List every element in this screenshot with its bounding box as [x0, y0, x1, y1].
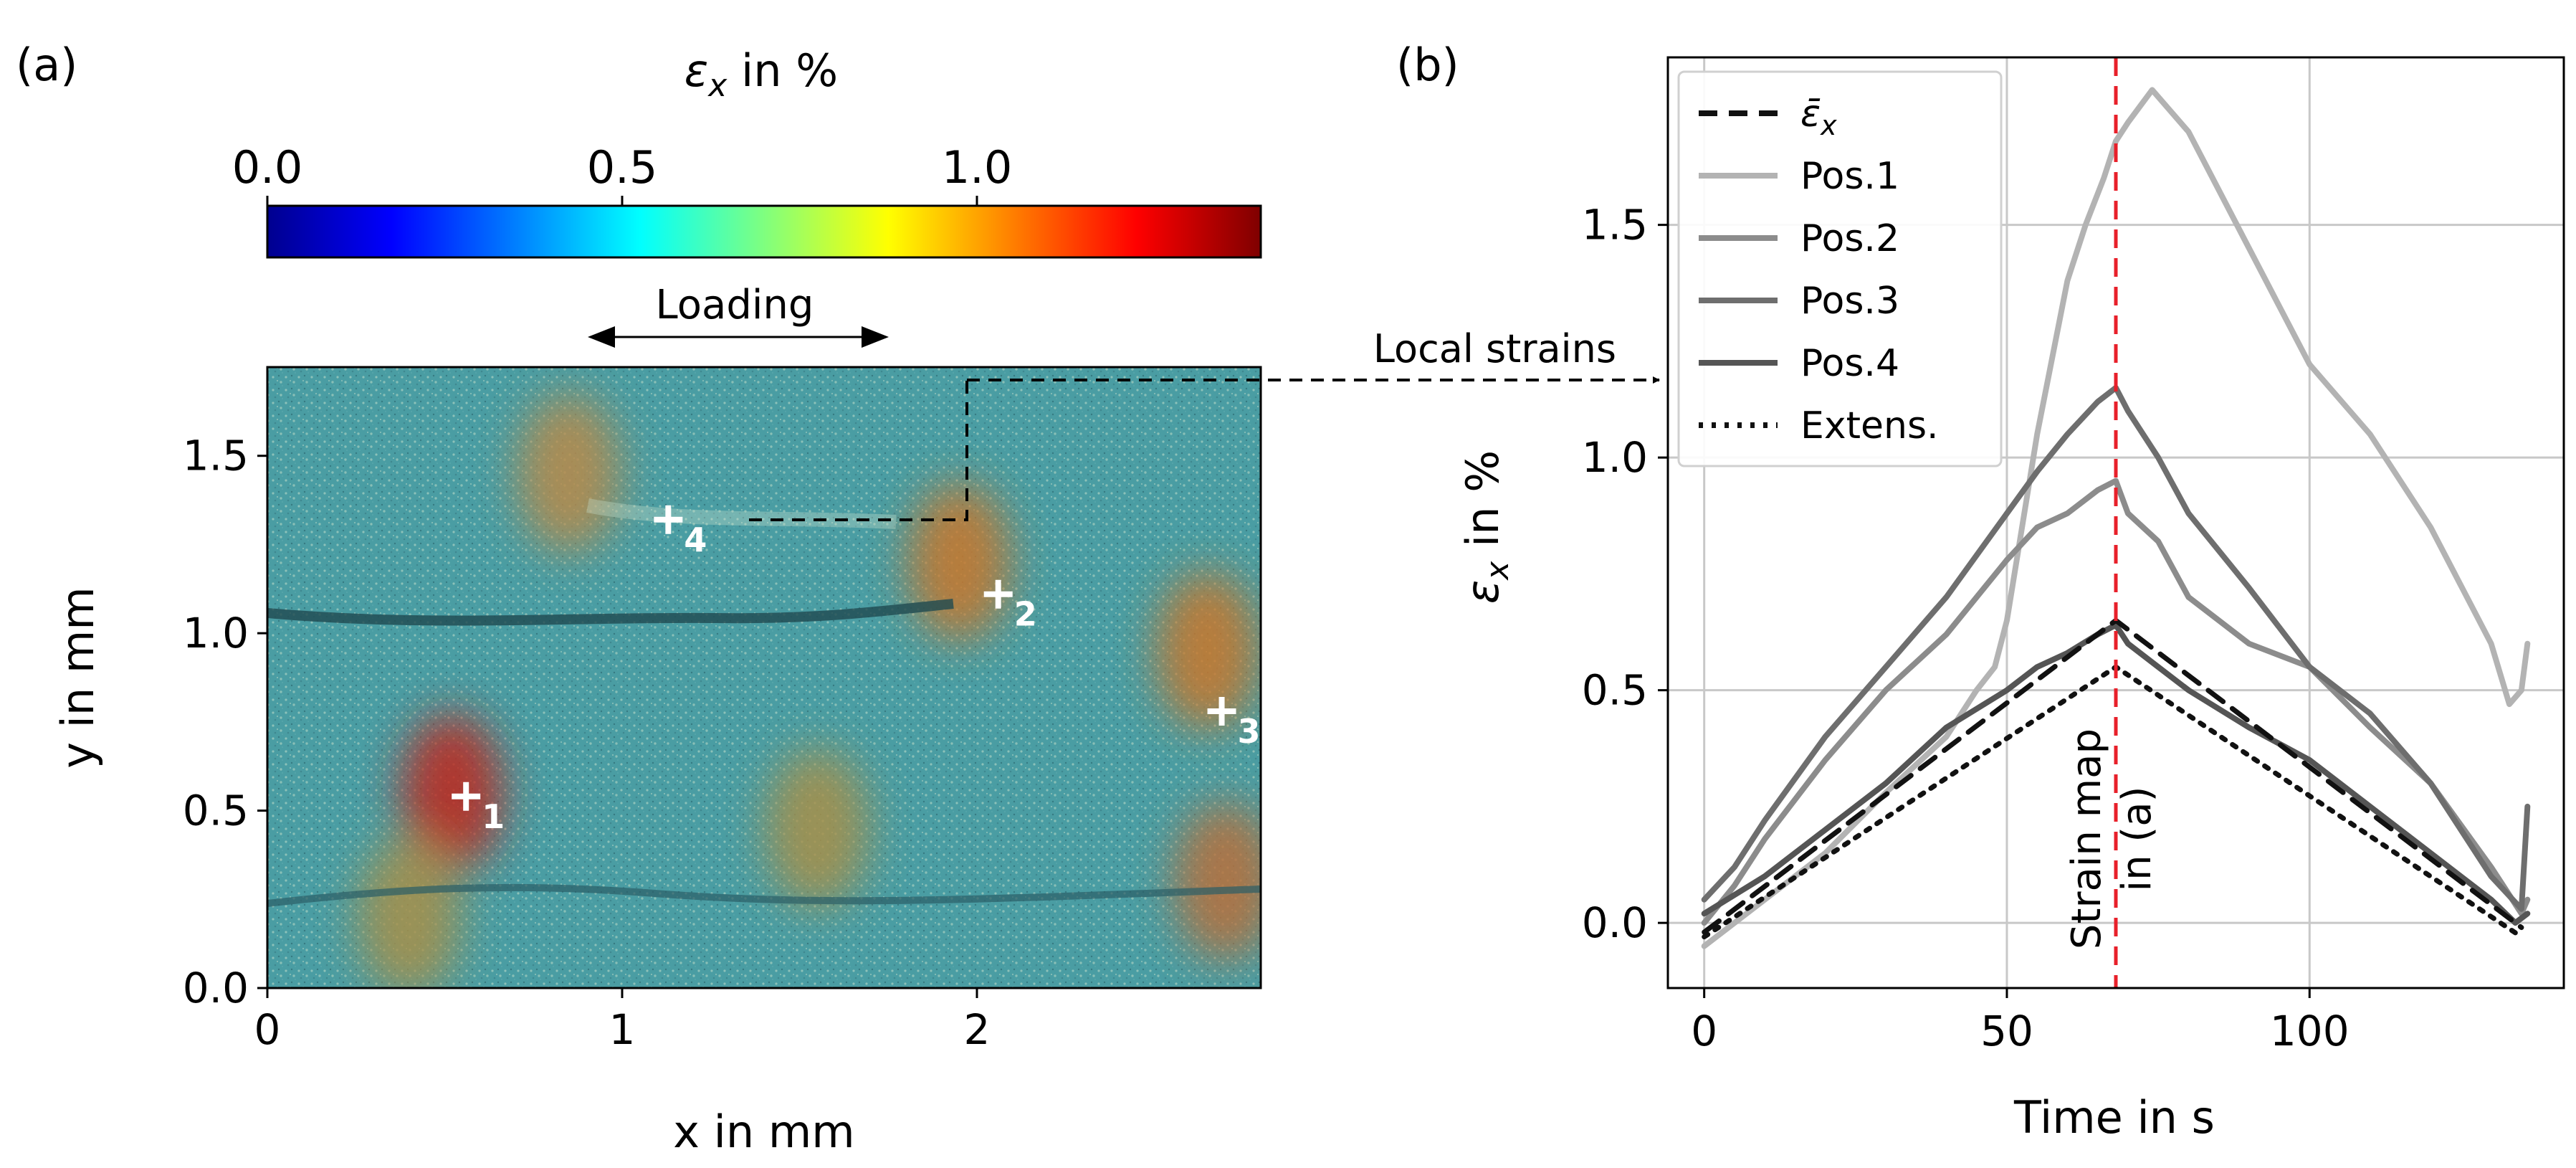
crack-line-upper — [267, 599, 954, 626]
colorbar-tick-label: 0.5 — [587, 141, 658, 194]
colorbar-title-symbol: ε — [684, 44, 709, 97]
series-line-1 — [1701, 478, 2531, 926]
colorbar — [266, 204, 1262, 259]
colorbar-title-rest: in % — [727, 44, 838, 97]
panel-a-x-tick-label: 1 — [609, 1005, 636, 1054]
panel-b-x-ticks: 0 50 100 — [1691, 988, 2350, 1055]
panel-a-y-tick-label: 0.5 — [183, 787, 249, 835]
legend-label-ext: Extens. — [1800, 404, 1939, 447]
strain-hot-spot — [359, 838, 459, 988]
panel-b-x-tick-label: 100 — [2270, 1007, 2350, 1055]
panel-b: (b) Strain map in (a) ε̄xPos.1Pos.2Pos.3P… — [1396, 39, 2565, 1144]
position-marker-label: 4 — [684, 521, 707, 559]
panel-a-y-ticks: 0.0 0.5 1.0 1.5 — [183, 432, 267, 1012]
position-marker-1: 1 — [452, 782, 505, 836]
panel-a-x-tick-label: 0 — [254, 1005, 281, 1054]
loading-arrow-head-left — [588, 326, 615, 348]
position-marker-label: 3 — [1238, 712, 1261, 751]
panel-a-y-label: y in mm — [52, 587, 104, 768]
annotation-text-line1: Strain map — [2064, 728, 2110, 949]
legend-label-pos1: Pos.1 — [1800, 155, 1899, 198]
crack-line-lower — [267, 883, 1261, 907]
panel-b-y-tick-label: 1.5 — [1582, 201, 1648, 250]
panel-b-y-tick-label: 1.0 — [1582, 433, 1648, 482]
legend-label-mean: ε̄x — [1800, 92, 1837, 141]
position-markers: 1 2 3 4 — [452, 505, 1261, 836]
panel-a: (a) εx in % 0.0 0.5 1.0 Loading — [16, 39, 1660, 1158]
panel-a-x-label: x in mm — [673, 1106, 854, 1158]
panel-a-y-tick-label: 0.0 — [183, 964, 249, 1012]
panel-b-x-label: Time in s — [2013, 1091, 2215, 1144]
colorbar-tick-label: 1.0 — [942, 141, 1013, 194]
panel-b-y-label-rest: in % — [1456, 450, 1509, 561]
panel-b-label: (b) — [1396, 39, 1459, 91]
panel-b-x-tick-label: 0 — [1691, 1007, 1717, 1055]
legend-symbol: ε̄ — [1800, 92, 1821, 136]
panel-a-x-ticks: 0 1 2 — [254, 988, 991, 1054]
fiber-band — [586, 498, 897, 529]
strain-map — [266, 366, 1262, 989]
colorbar-ticks: 0.0 0.5 1.0 — [232, 141, 1013, 206]
strain-hot-spot — [1175, 802, 1261, 961]
colorbar-title-sub: x — [707, 67, 728, 104]
panel-b-x-tick-label: 50 — [1980, 1007, 2033, 1055]
strain-hot-spot — [518, 394, 619, 553]
panel-b-y-tick-label: 0.5 — [1582, 666, 1648, 715]
position-marker-2: 2 — [983, 579, 1037, 634]
strain-hot-spot — [1157, 571, 1258, 730]
local-strains-label: Local strains — [1373, 326, 1616, 371]
panel-b-legend: ε̄x Pos.1 Pos.2 Pos.3 Pos.4 Extens. — [1677, 70, 2003, 467]
loading-arrow-head-right — [862, 326, 889, 348]
strain-hot-spot — [767, 749, 868, 908]
panel-b-y-label-sub: x — [1479, 561, 1516, 581]
series-line-0 — [1701, 87, 2531, 949]
annotation-text-line2: in (a) — [2114, 787, 2160, 892]
legend-label-pos2: Pos.2 — [1800, 217, 1899, 260]
legend-frame — [1677, 70, 2003, 467]
panel-b-y-ticks: 0.0 0.5 1.0 1.5 — [1582, 201, 1668, 947]
colorbar-tick-label: 0.0 — [232, 141, 303, 194]
position-marker-4: 4 — [654, 505, 707, 559]
legend-label-pos3: Pos.3 — [1800, 280, 1899, 323]
panel-a-y-tick-label: 1.5 — [183, 432, 249, 480]
loading-label: Loading — [656, 282, 814, 328]
panel-a-x-tick-label: 2 — [964, 1005, 991, 1054]
position-marker-3: 3 — [1207, 697, 1261, 751]
colorbar-title: εx in % — [684, 44, 838, 104]
local-strains-region — [749, 380, 968, 521]
series-line-3 — [1701, 622, 2531, 926]
panel-b-y-tick-label: 0.0 — [1582, 898, 1648, 947]
panel-b-y-label: εx in % — [1456, 450, 1516, 604]
position-marker-label: 2 — [1014, 595, 1037, 634]
panel-b-y-label-symbol: ε — [1456, 580, 1509, 604]
panel-a-label: (a) — [16, 39, 77, 91]
legend-symbol-sub: x — [1820, 110, 1837, 141]
position-marker-label: 1 — [482, 797, 505, 836]
strain-map-annotation: Strain map in (a) — [2064, 728, 2160, 949]
panel-a-y-tick-label: 1.0 — [183, 609, 249, 657]
legend-label-pos4: Pos.4 — [1800, 342, 1899, 385]
strain-hot-spot — [401, 713, 502, 872]
strain-hot-spot — [909, 483, 1010, 642]
